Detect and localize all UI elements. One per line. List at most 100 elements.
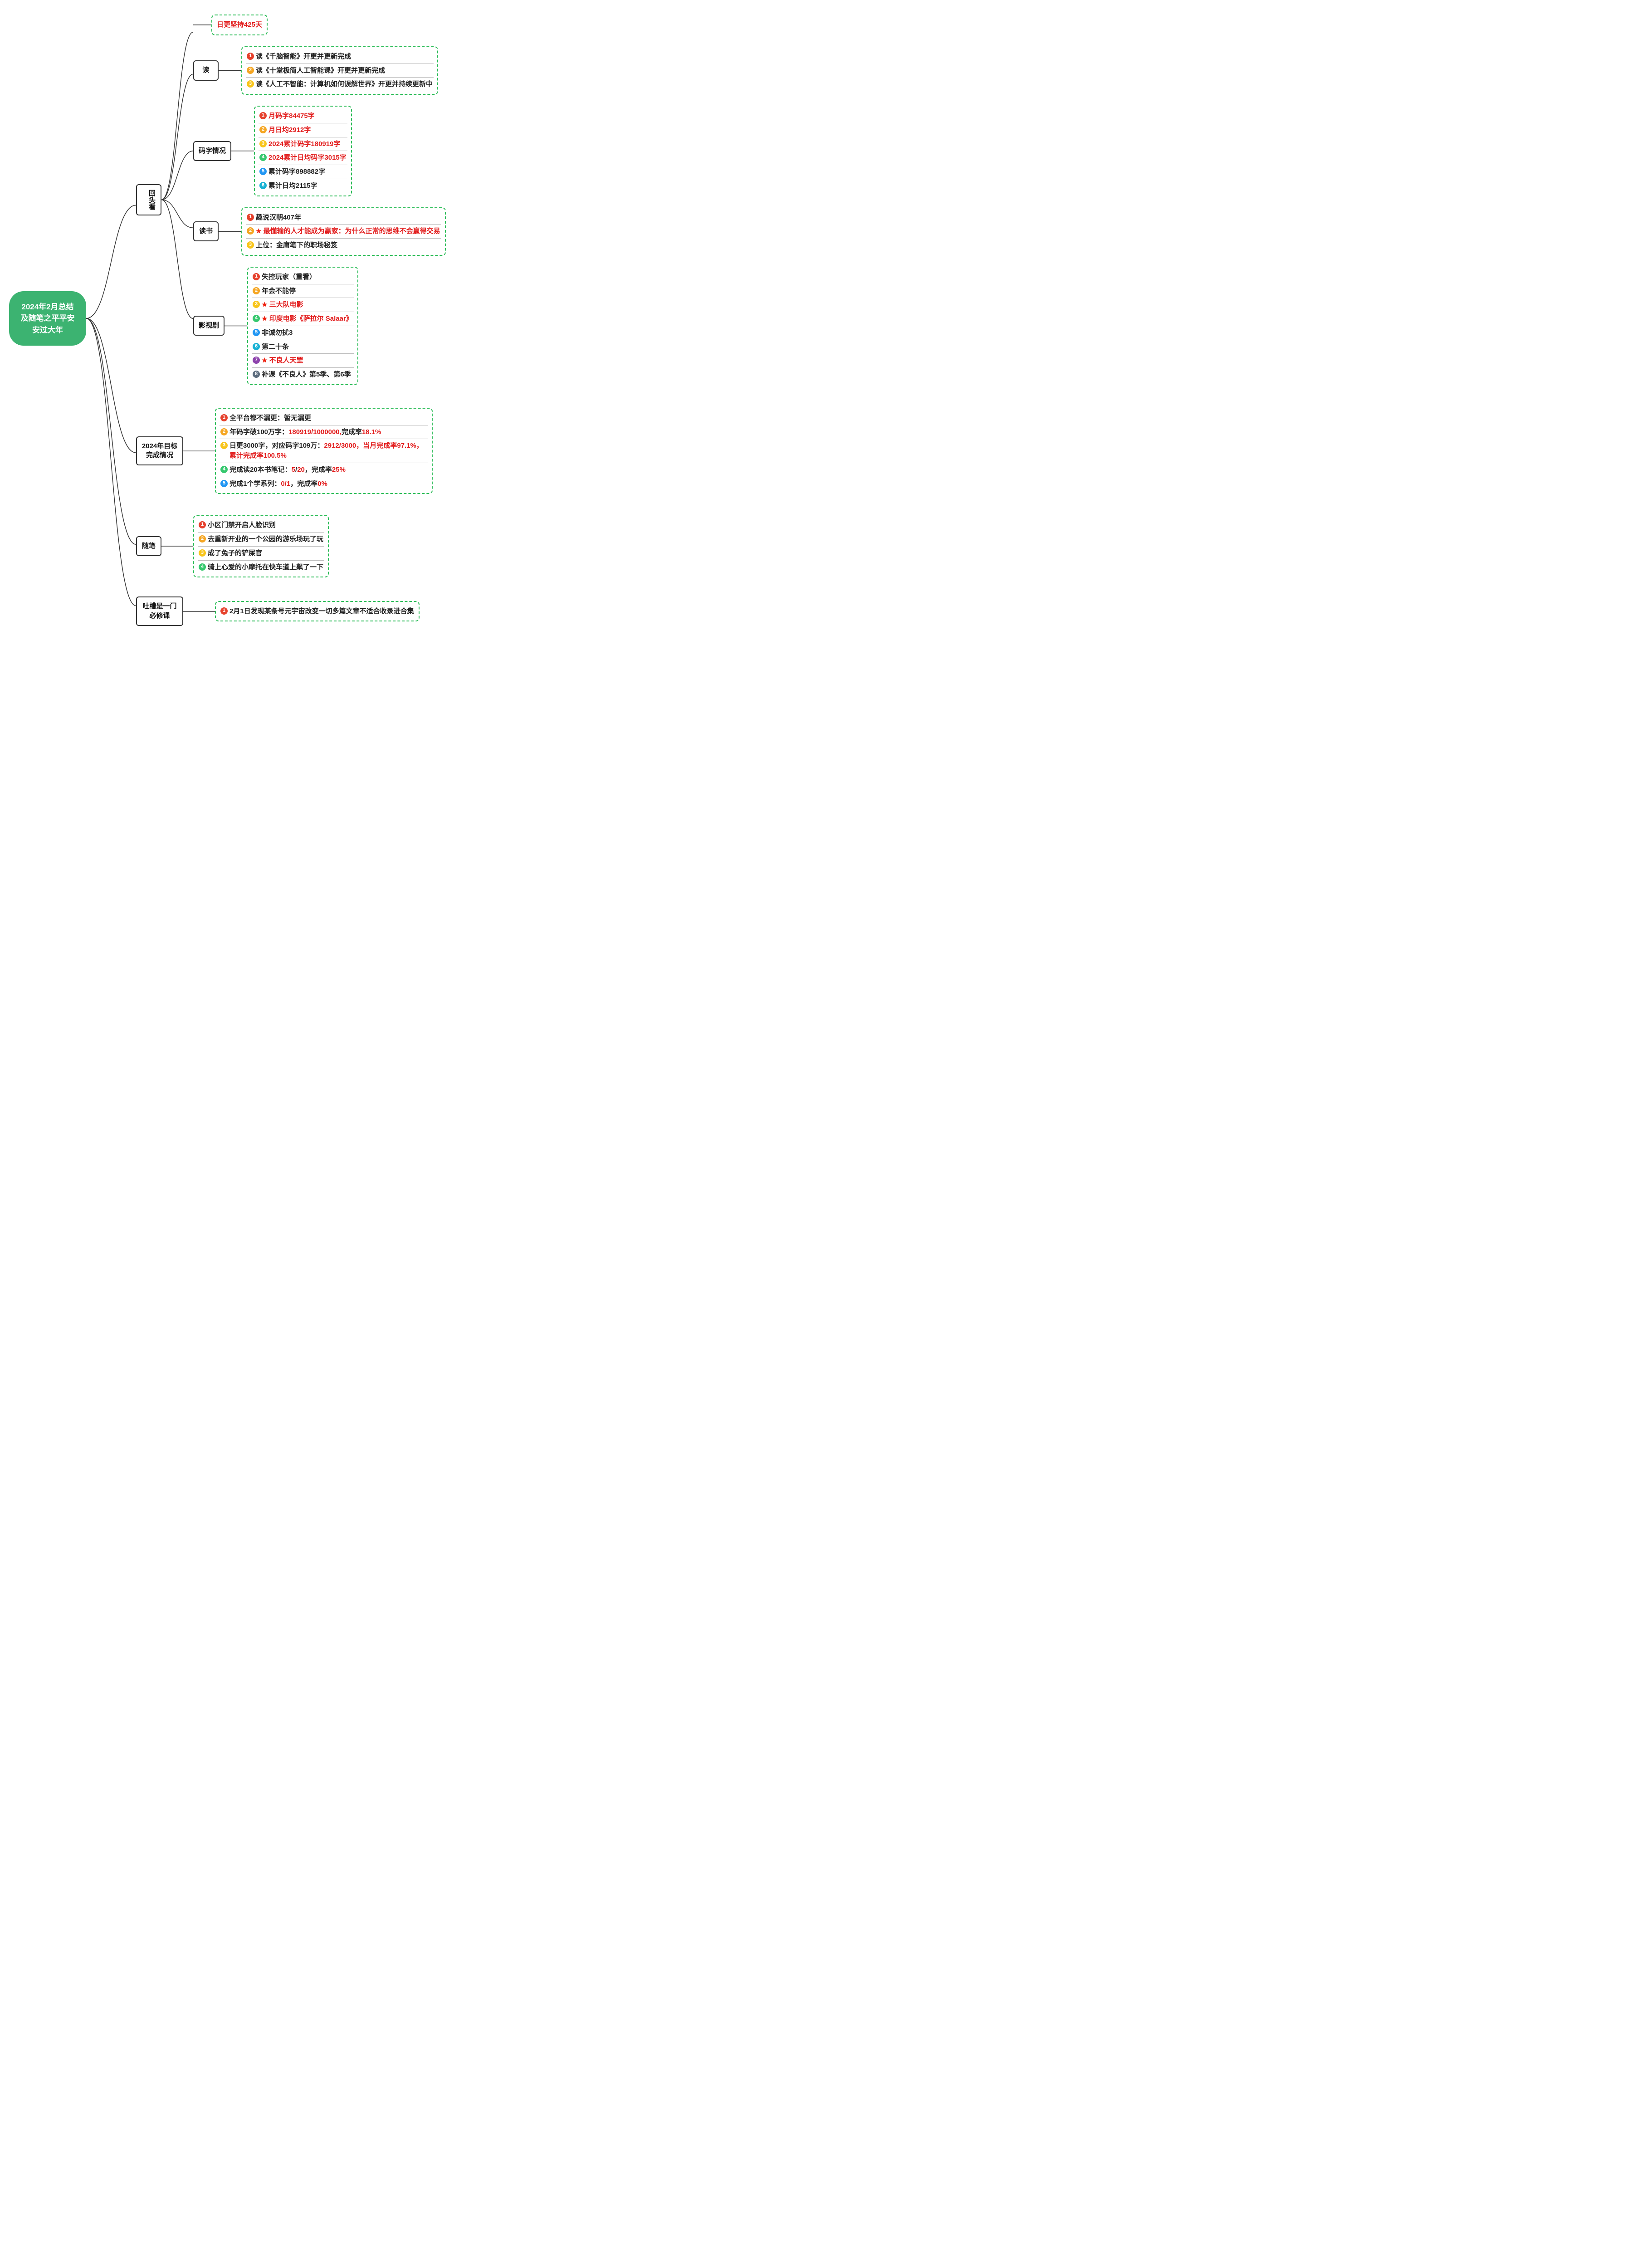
bullet-icon: 3	[247, 241, 254, 249]
leaf-group: 1读《千脑智能》开更并更新完成2读《十堂极简人工智能课》开更并更新完成3读《人工…	[241, 46, 438, 95]
leaf-text: 小区门禁开启人脸识别	[208, 520, 323, 530]
bullet-icon: 5	[259, 168, 267, 175]
bullet-icon: 7	[253, 357, 260, 364]
bullet-icon: 1	[199, 521, 206, 528]
bullet-icon: 1	[247, 53, 254, 60]
leaf-item: 1失控玩家（重看）	[252, 270, 354, 284]
branch-label: 回头看	[136, 184, 161, 215]
leaf-text: 骑上心爱的小摩托在快车道上飙了一下	[208, 562, 323, 572]
leaf-group: 日更坚持425天	[211, 15, 268, 35]
branch-node: 随笔1小区门禁开启人脸识别2去重新开业的一个公园的游乐场玩了玩3成了兔子的铲屎官…	[136, 513, 446, 579]
bullet-icon: 2	[253, 287, 260, 294]
bullet-icon: 2	[199, 535, 206, 543]
branch-label: 随笔	[136, 536, 161, 556]
bullet-icon: 1	[253, 273, 260, 280]
leaf-text: 月日均2912字	[268, 125, 347, 135]
leaf-group: 1小区门禁开启人脸识别2去重新开业的一个公园的游乐场玩了玩3成了兔子的铲屎官4骑…	[193, 515, 329, 577]
branch-label: 2024年目标完成情况	[136, 436, 183, 466]
leaf-text: 日更3000字，对应码字109万：2912/3000，当月完成率97.1%，累计…	[229, 441, 427, 461]
leaf-text: 日更坚持425天	[217, 20, 262, 30]
bullet-icon: 5	[253, 329, 260, 336]
leaf-text: 完成读20本书笔记：5/20，完成率25%	[229, 465, 427, 475]
leaf-text: 读《十堂极简人工智能课》开更并更新完成	[256, 66, 433, 76]
branch-node: 吐槽是一门必修课 12月1日发现某条号元宇宙改变一切多篇文章不适合收录进合集	[136, 596, 446, 626]
branch-label: 码字情况	[193, 141, 231, 161]
leaf-item: 2★最懂输的人才能成为赢家：为什么正常的思维不会赢得交易	[246, 224, 441, 238]
bullet-icon: 3	[259, 140, 267, 147]
leaf-text: 去重新开业的一个公园的游乐场玩了玩	[208, 534, 323, 544]
bullet-icon: 3	[253, 301, 260, 308]
leaf-item: 5非诚勿扰3	[252, 326, 354, 340]
leaf-group: 12月1日发现某条号元宇宙改变一切多篇文章不适合收录进合集	[215, 601, 420, 622]
branch-node: 读书1趣说汉朝407年2★最懂输的人才能成为赢家：为什么正常的思维不会赢得交易3…	[193, 205, 446, 258]
bullet-icon: 6	[253, 343, 260, 350]
leaf-group: 1失控玩家（重看）2年会不能停3★三大队电影4★印度电影《萨拉尔 Salaar》…	[247, 267, 358, 385]
bullet-icon: 4	[199, 563, 206, 571]
bullet-icon: 3	[247, 80, 254, 88]
leaf-item: 2月日均2912字	[259, 123, 347, 137]
leaf-text: 累计码字898882字	[268, 167, 347, 177]
leaf-text: 三大队电影	[269, 300, 353, 310]
leaf-item: 42024累计日均码字3015字	[259, 151, 347, 165]
branch-node: 日更坚持425天	[193, 13, 446, 37]
leaf-text: 趣说汉朝407年	[256, 213, 440, 223]
bullet-icon: 1	[259, 112, 267, 119]
branch-node: 码字情况1月码字84475字2月日均2912字32024累计码字180919字4…	[193, 104, 446, 198]
branch-node: 读1读《千脑智能》开更并更新完成2读《十堂极简人工智能课》开更并更新完成3读《人…	[193, 44, 446, 97]
leaf-text: 印度电影《萨拉尔 Salaar》	[269, 314, 353, 324]
leaf-item: 6第二十条	[252, 340, 354, 354]
bullet-icon: 3	[199, 549, 206, 557]
bullet-icon: 8	[253, 371, 260, 378]
bullet-icon: 3	[220, 442, 228, 449]
bullet-icon: 5	[220, 480, 228, 487]
bullet-icon: 1	[220, 414, 228, 421]
bullet-icon: 6	[259, 182, 267, 189]
leaf-item: 1全平台都不漏更：暂无漏更	[220, 411, 428, 425]
leaf-text: 全平台都不漏更：暂无漏更	[229, 413, 427, 423]
leaf-item: 3日更3000字，对应码字109万：2912/3000，当月完成率97.1%，累…	[220, 439, 428, 463]
bullet-icon: 4	[220, 466, 228, 473]
leaf-group: 1全平台都不漏更：暂无漏更2年码字破100万字：180919/1000000,完…	[215, 408, 433, 494]
leaf-item: 12月1日发现某条号元宇宙改变一切多篇文章不适合收录进合集	[220, 605, 415, 618]
leaf-item: 2去重新开业的一个公园的游乐场玩了玩	[198, 532, 324, 546]
leaf-item: 2读《十堂极简人工智能课》开更并更新完成	[246, 64, 434, 78]
branch-label: 吐槽是一门必修课	[136, 596, 183, 626]
leaf-item: 3成了兔子的铲屎官	[198, 546, 324, 560]
leaf-item: 3上位：金庸笔下的职场秘笈	[246, 238, 441, 252]
leaf-text: 累计日均2115字	[268, 181, 347, 191]
leaf-item: 6累计日均2115字	[259, 179, 347, 193]
leaf-text: 非诚勿扰3	[262, 328, 353, 338]
bullet-icon: 1	[247, 214, 254, 221]
bullet-icon: 2	[247, 67, 254, 74]
leaf-text: 读《千脑智能》开更并更新完成	[256, 52, 433, 62]
leaf-text: 成了兔子的铲屎官	[208, 548, 323, 558]
bullet-icon: 2	[220, 428, 228, 435]
leaf-item: 3读《人工不智能：计算机如何误解世界》开更并持续更新中	[246, 77, 434, 91]
branch-node: 2024年目标完成情况1全平台都不漏更：暂无漏更2年码字破100万字：18091…	[136, 406, 446, 496]
leaf-item: 4完成读20本书笔记：5/20，完成率25%	[220, 463, 428, 477]
leaf-item: 3★三大队电影	[252, 298, 354, 312]
branch-label: 读书	[193, 221, 219, 241]
branch-node: 回头看日更坚持425天读1读《千脑智能》开更并更新完成2读《十堂极简人工智能课》…	[136, 11, 446, 389]
leaf-text: 2月1日发现某条号元宇宙改变一切多篇文章不适合收录进合集	[229, 606, 414, 616]
bullet-icon: 2	[259, 126, 267, 133]
leaf-text: 上位：金庸笔下的职场秘笈	[256, 240, 440, 250]
branch-label: 影视剧	[193, 316, 225, 336]
leaf-item: 日更坚持425天	[216, 18, 263, 32]
leaf-item: 5累计码字898882字	[259, 165, 347, 179]
star-icon: ★	[262, 300, 268, 309]
leaf-item: 5完成1个学系列：0/1，完成率0%	[220, 477, 428, 491]
mindmap-root: 2024年2月总结及随笔之平平安安过大年回头看日更坚持425天读1读《千脑智能》…	[9, 9, 1636, 628]
leaf-item: 4★印度电影《萨拉尔 Salaar》	[252, 312, 354, 326]
leaf-text: 读《人工不智能：计算机如何误解世界》开更并持续更新中	[256, 79, 433, 89]
branch-node: 影视剧1失控玩家（重看）2年会不能停3★三大队电影4★印度电影《萨拉尔 Sala…	[193, 265, 446, 387]
star-icon: ★	[256, 226, 262, 235]
root-label: 2024年2月总结及随笔之平平安安过大年	[9, 291, 86, 346]
leaf-text: 最懂输的人才能成为赢家：为什么正常的思维不会赢得交易	[264, 226, 440, 236]
leaf-item: 2年会不能停	[252, 284, 354, 298]
star-icon: ★	[262, 356, 268, 365]
bullet-icon: 2	[247, 227, 254, 235]
leaf-group: 1月码字84475字2月日均2912字32024累计码字180919字42024…	[254, 106, 352, 196]
leaf-item: 4骑上心爱的小摩托在快车道上飙了一下	[198, 560, 324, 574]
leaf-text: 补课《不良人》第5季、第6季	[262, 370, 353, 380]
